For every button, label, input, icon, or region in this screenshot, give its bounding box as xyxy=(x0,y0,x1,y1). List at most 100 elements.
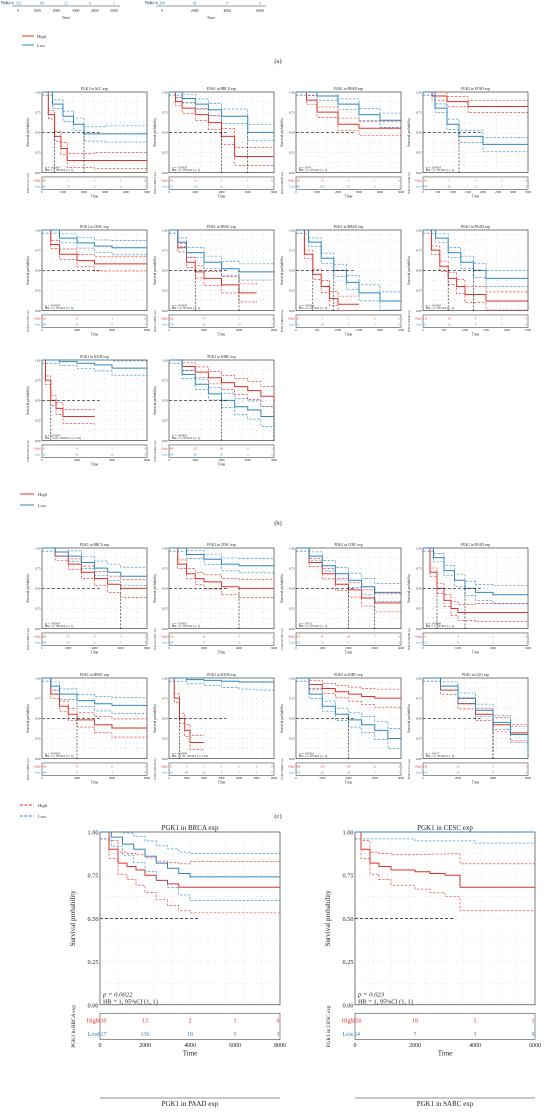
legend-c: High Low xyxy=(20,803,48,819)
risk-count: 26 xyxy=(202,771,206,775)
risk-count: 36 xyxy=(347,634,351,638)
survival-curve xyxy=(169,677,204,744)
risk-high-label: High xyxy=(161,446,168,450)
x-tick-label: 2000 xyxy=(218,458,225,462)
ci-upper-line xyxy=(169,359,275,391)
y-tick-label: 1.00 xyxy=(416,546,422,550)
risk-count: 1 xyxy=(271,446,273,450)
x-tick-label: 0 xyxy=(168,328,170,332)
y-tick-label: 0.75 xyxy=(162,696,168,700)
survival-curve xyxy=(42,359,147,369)
risk-count: 18 xyxy=(412,1019,418,1025)
risk-count: 57 xyxy=(67,634,71,638)
risk-count: 1 xyxy=(492,634,494,638)
risk-count: 0 xyxy=(271,764,273,768)
risk-low-label: Low xyxy=(162,323,168,327)
x-tick-label: 3500 xyxy=(525,190,532,194)
x-tick-label: 6000 xyxy=(245,190,252,194)
risk-count: 0 xyxy=(398,316,400,320)
x-tick-label: 4000 xyxy=(109,328,116,332)
km-panel: PGK1 in HNSC exp 0.00 0.25 0.50 0.75 1.00 Surv… xyxy=(153,225,277,337)
risk-count: 0 xyxy=(144,178,146,182)
survival-curve xyxy=(423,229,528,279)
km-panel: PGK1 in KIRC exp 0.00 0.25 0.50 0.75 1.00 Surv… xyxy=(153,355,277,467)
x-tick-label: 4000 xyxy=(123,190,130,194)
risk-count: 0 xyxy=(398,323,400,327)
x-tick-label: 0 xyxy=(99,1043,102,1049)
risk-count: 320 xyxy=(42,634,47,638)
km-panel: PGK1 in BRCA exp 0.00 0.25 0.50 0.75 1.00 Surv… xyxy=(69,824,286,1058)
x-tick-label: 2500 xyxy=(495,190,502,194)
survival-curve xyxy=(169,547,274,567)
y-tick-label: 0.50 xyxy=(35,587,41,591)
risk-count: 3 xyxy=(238,634,240,638)
risk-count: 1 xyxy=(501,178,503,182)
y-tick-label: 0.00 xyxy=(416,627,422,631)
x-tick-label: 2000 xyxy=(201,646,208,650)
x-tick-label: 0 xyxy=(295,776,297,780)
p-value: p = 0.0001 xyxy=(298,751,314,755)
y-axis-label: Survival probability xyxy=(407,118,411,147)
survival-curve xyxy=(42,229,147,265)
risk-count: 0 xyxy=(277,1019,280,1025)
y-tick-label: 0.75 xyxy=(35,110,41,114)
risk-count: 1 xyxy=(525,641,527,645)
y-tick-label: 1.00 xyxy=(289,676,295,680)
risk-count: 350 xyxy=(423,771,428,775)
survival-curve xyxy=(296,91,401,121)
x-tick-label: 2000 xyxy=(345,776,352,780)
ci-lower-line xyxy=(100,838,281,903)
risk-count: 1 xyxy=(120,178,122,182)
risk-count: 0 xyxy=(525,178,527,182)
x-axis-label: Time xyxy=(91,195,99,199)
x-axis-label: Time xyxy=(91,333,99,337)
y-tick-label: 1.00 xyxy=(416,228,422,232)
risk-table-axis-label: PGK1 in PRAD exp xyxy=(281,172,284,195)
risk-table xyxy=(168,314,275,328)
risk-count: 130 xyxy=(98,1019,107,1025)
panel-label-c: (c) xyxy=(274,813,281,820)
ci-upper-line xyxy=(42,547,148,568)
x-tick-label: 1000 xyxy=(60,190,67,194)
survival-curve xyxy=(42,547,147,577)
risk-count: 3 xyxy=(475,178,477,182)
risk-low-label: Low xyxy=(289,323,295,327)
risk-low-label: Low xyxy=(289,641,295,645)
panel-title: PGK1 in KICH exp xyxy=(207,673,236,677)
risk-count: 2 xyxy=(525,771,527,775)
panel-title: PGK1 in HNSC exp xyxy=(207,225,236,229)
risk-count: 3 xyxy=(94,178,96,182)
y-tick-label: 0.50 xyxy=(289,131,295,135)
risk-count: 1 xyxy=(374,178,376,182)
x-axis-label: Time xyxy=(345,195,353,199)
hazard-ratio: HR = 1, 95%CI (1, 1) xyxy=(103,998,158,1005)
x-tick-label: 2000 xyxy=(74,776,81,780)
y-axis-label: Survival probability xyxy=(324,890,332,947)
risk-count: 51 xyxy=(423,634,427,638)
risk-table xyxy=(295,632,402,646)
hazard-ratio: HR = 1, 95%CI (1, 1) xyxy=(45,624,73,629)
x-tick-label: 0 xyxy=(295,646,297,650)
risk-count: 276 xyxy=(169,323,174,327)
survival-curve xyxy=(169,91,274,133)
ci-lower-line xyxy=(169,550,275,599)
y-axis-label: Survival probability xyxy=(407,574,411,603)
p-value: p = 0.0003 xyxy=(171,165,187,169)
x-tick-label: 4000 xyxy=(398,646,405,650)
x-tick-label: 6000 xyxy=(144,458,151,462)
y-tick-label: 0.50 xyxy=(162,717,168,721)
risk-count: 130 xyxy=(296,771,301,775)
risk-count: 85 xyxy=(448,185,452,189)
risk-count: 32 xyxy=(456,764,460,768)
km-panel: PGK1 in HNSC exp 0.00 0.25 0.50 0.75 1.00 Surv… xyxy=(26,673,150,785)
x-tick-label: 1000 xyxy=(455,646,462,650)
risk-count: 94 xyxy=(347,764,351,768)
ci-upper-line xyxy=(100,831,281,854)
x-axis-label: Time xyxy=(472,781,480,785)
y-tick-label: 0.50 xyxy=(416,587,422,591)
p-value: p = 0.0003 xyxy=(44,751,60,755)
x-axis-label: Time xyxy=(91,463,99,467)
risk-high-label: High xyxy=(288,764,295,768)
y-tick-label: 0.00 xyxy=(162,439,168,443)
risk-count: 0 xyxy=(398,178,400,182)
